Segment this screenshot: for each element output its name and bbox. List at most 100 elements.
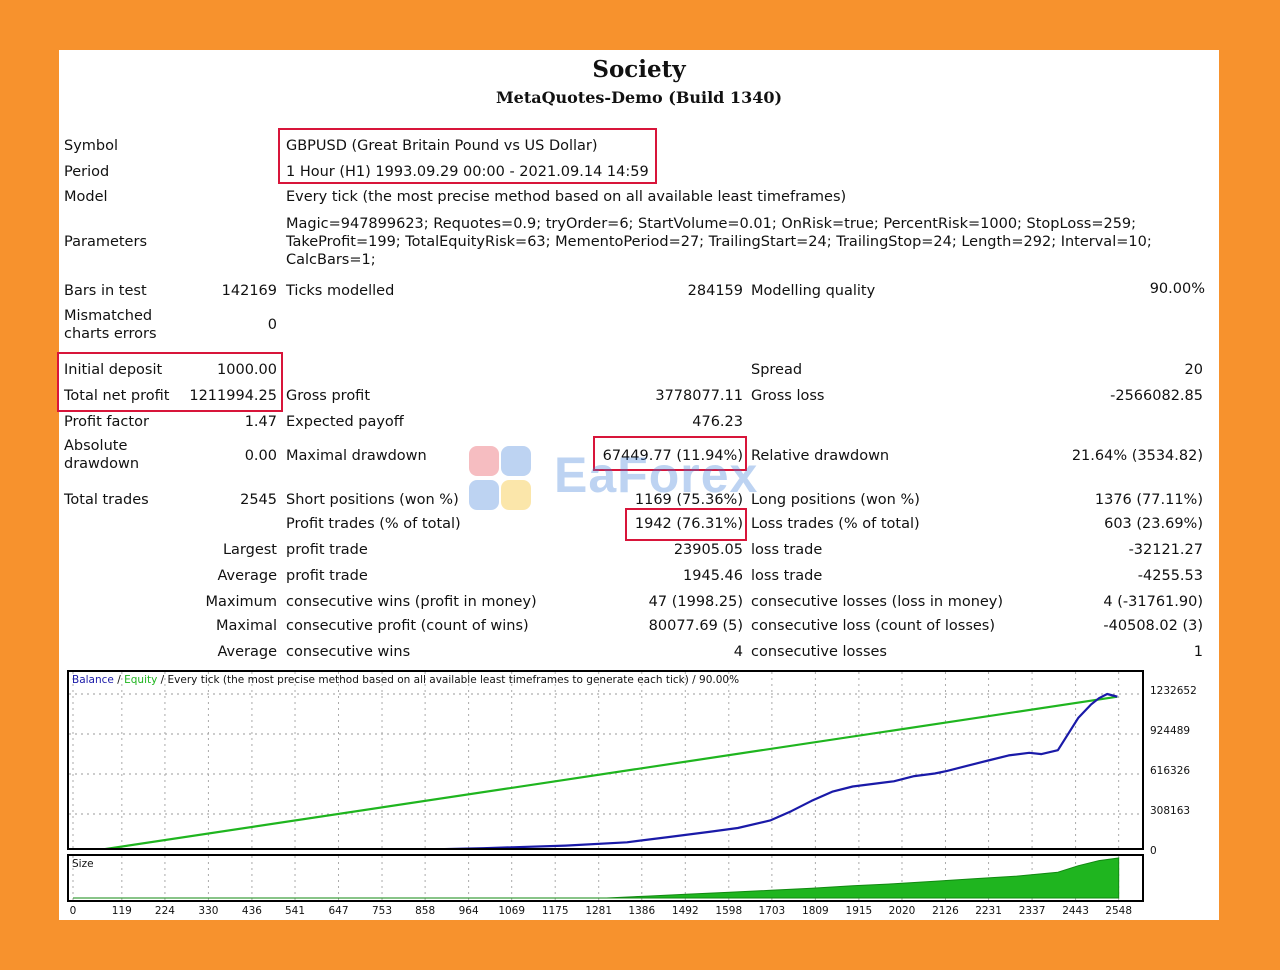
equity-line <box>104 695 1118 848</box>
maximal-drawdown-label: Maximal drawdown <box>286 448 427 464</box>
model-label: Model <box>64 189 108 205</box>
period-value: 1 Hour (H1) 1993.09.29 00:00 - 2021.09.1… <box>286 164 649 180</box>
max-consecutive-losses-value: 4 (-31761.90) <box>1103 594 1203 610</box>
max-consecutive-wins-value: 47 (1998.25) <box>648 594 743 610</box>
ticks-value: 284159 <box>687 283 743 299</box>
x-tick-label: 2337 <box>1018 905 1046 917</box>
spread-value: 20 <box>1184 362 1203 378</box>
maximal-label: Maximal <box>215 618 277 634</box>
x-tick-label: 541 <box>284 905 306 917</box>
average-profit-value: 1945.46 <box>683 568 743 584</box>
mismatch-label-2: charts errors <box>64 326 157 342</box>
size-chart-svg <box>72 856 1120 900</box>
absolute-drawdown-label-1: Absolute <box>64 438 128 454</box>
watermark-text: EaForex <box>554 447 759 503</box>
average-consecutive-wins-value: 4 <box>733 644 743 660</box>
highlight-box-max-drawdown <box>593 436 747 471</box>
average-loss-value: -4255.53 <box>1137 568 1203 584</box>
quality-label: Modelling quality <box>751 283 876 299</box>
x-tick-label: 1386 <box>628 905 656 917</box>
average-loss-label: loss trade <box>751 568 823 584</box>
x-tick-label: 858 <box>415 905 436 917</box>
watermark-logo-icon <box>469 446 531 510</box>
x-tick-label: 1598 <box>715 905 743 917</box>
x-tick-label: 330 <box>198 905 219 917</box>
relative-drawdown-value: 21.64% (3534.82) <box>1071 448 1203 464</box>
watermark: EaForex <box>459 440 839 520</box>
largest-loss-value: -32121.27 <box>1128 542 1203 558</box>
x-tick-label: 0 <box>69 905 77 917</box>
size-caption: Size <box>72 858 94 870</box>
balance-chart-svg <box>69 672 1142 848</box>
expected-payoff-label: Expected payoff <box>286 414 404 430</box>
x-tick-label: 2548 <box>1105 905 1133 917</box>
maximal-drawdown-value: 67449.77 (11.94%) <box>602 448 743 464</box>
parameters-label: Parameters <box>64 234 147 250</box>
symbol-value: GBPUSD (Great Britain Pound vs US Dollar… <box>286 138 598 154</box>
short-positions-label: Short positions (won %) <box>286 492 459 508</box>
report-title: Society <box>592 56 686 83</box>
largest-loss-label: loss trade <box>751 542 823 558</box>
y-tick-label: 308163 <box>1150 805 1191 817</box>
spread-label: Spread <box>751 362 803 378</box>
highlight-box-deposit-profit <box>57 352 283 412</box>
net-profit-label: Total net profit <box>64 388 170 404</box>
parameters-line-2: TakeProfit=199; TotalEquityRisk=63; Meme… <box>286 234 1152 250</box>
caption-rest: / Every tick (the most precise method ba… <box>157 674 740 686</box>
mismatch-label-1: Mismatched <box>64 308 153 324</box>
max-consecutive-losses-label: consecutive losses (loss in money) <box>751 594 1004 610</box>
average-consecutive-losses-value: 1 <box>1193 644 1203 660</box>
net-profit-value: 1211994.25 <box>189 388 277 404</box>
average-consecutive-losses-label: consecutive losses <box>751 644 887 660</box>
profit-factor-label: Profit factor <box>64 414 149 430</box>
profit-factor-value: 1.47 <box>244 414 277 430</box>
caption-sep: / <box>113 674 125 686</box>
quality-value: 90.00% <box>1149 281 1205 297</box>
symbol-label: Symbol <box>64 138 119 154</box>
max-consecutive-wins-label: consecutive wins (profit in money) <box>286 594 537 610</box>
x-tick-label: 1809 <box>802 905 829 917</box>
report-card: Society MetaQuotes-Demo (Build 1340) Sym… <box>57 50 1219 920</box>
y-tick-label: 616326 <box>1150 765 1191 777</box>
long-positions-label: Long positions (won %) <box>751 492 920 508</box>
chart-caption: Balance / Equity / Every tick (the most … <box>72 674 739 686</box>
x-tick-label: 2443 <box>1062 905 1089 917</box>
average-consecutive-label: Average <box>217 644 277 660</box>
x-tick-label: 1069 <box>498 905 526 917</box>
long-positions-value: 1376 (77.11%) <box>1094 492 1203 508</box>
size-area <box>73 857 1120 899</box>
parameters-line-1: Magic=947899623; Requotes=0.9; tryOrder=… <box>286 216 1137 232</box>
average-consecutive-wins-label: consecutive wins <box>286 644 411 660</box>
caption-balance: Balance <box>72 674 114 686</box>
x-tick-label: 964 <box>458 905 479 917</box>
loss-trades-value: 603 (23.69%) <box>1104 516 1203 532</box>
x-tick-label: 2231 <box>975 905 1002 917</box>
x-tick-label: 119 <box>111 905 132 917</box>
maximal-consecutive-loss-label: consecutive loss (count of losses) <box>751 618 996 634</box>
relative-drawdown-label: Relative drawdown <box>751 448 890 464</box>
largest-label: Largest <box>222 542 277 558</box>
balance-line <box>444 692 1118 848</box>
balance-chart: Balance / Equity / Every tick (the most … <box>67 670 1144 850</box>
x-tick-label: 436 <box>241 905 262 917</box>
short-positions-value: 1169 (75.36%) <box>634 492 743 508</box>
x-tick-label: 1703 <box>758 905 786 917</box>
x-tick-label: 1915 <box>845 905 873 917</box>
x-tick-label: 2126 <box>932 905 959 917</box>
absolute-drawdown-value: 0.00 <box>244 448 277 464</box>
size-chart: Size <box>67 854 1144 902</box>
expected-payoff-value: 476.23 <box>692 414 743 430</box>
y-tick-label: 1232652 <box>1150 685 1197 697</box>
profit-trades-label: Profit trades (% of total) <box>286 516 461 532</box>
x-tick-label: 1175 <box>541 905 569 917</box>
x-tick-label: 1281 <box>585 905 613 917</box>
gross-loss-value: -2566082.85 <box>1110 388 1203 404</box>
x-tick-label: 1492 <box>671 905 699 917</box>
x-tick-label: 647 <box>328 905 349 917</box>
mismatch-value: 0 <box>267 317 277 333</box>
deposit-label: Initial deposit <box>64 362 163 378</box>
total-trades-label: Total trades <box>64 492 149 508</box>
parameters-line-3: CalcBars=1; <box>286 252 376 268</box>
y-tick-label: 924489 <box>1150 725 1191 737</box>
profit-trades-value: 1942 (76.31%) <box>634 516 743 532</box>
